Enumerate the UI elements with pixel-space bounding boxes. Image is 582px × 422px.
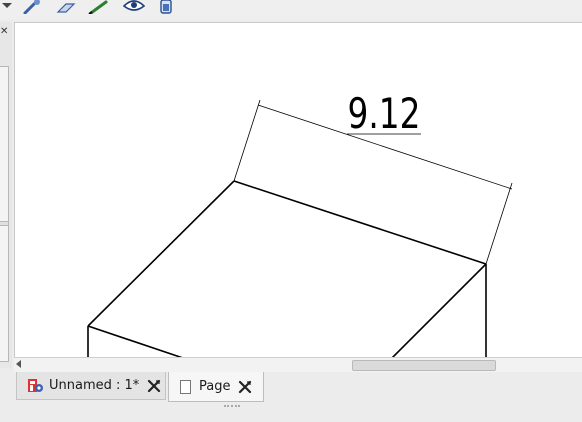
panel-close-icon[interactable]: ✕ — [0, 26, 9, 37]
box-edge-top-back — [233, 180, 487, 265]
dimension-label[interactable]: 9.12 — [348, 89, 421, 138]
eye-icon[interactable] — [122, 0, 146, 14]
scrollbar-thumb[interactable] — [352, 360, 496, 371]
close-x-icon[interactable] — [238, 380, 252, 394]
box-edge-front-slope — [391, 263, 487, 358]
techdraw-view: 9.12 — [87, 89, 513, 358]
freecad-document-icon — [28, 378, 43, 392]
left-panel — [0, 66, 9, 362]
close-x-icon[interactable] — [147, 379, 161, 393]
box-edge-left-slope — [87, 180, 235, 327]
tab-label: Unnamed : 1* — [49, 378, 140, 393]
eraser-icon[interactable] — [54, 0, 78, 14]
dimension-line — [257, 104, 513, 190]
panel-splitter[interactable] — [0, 221, 8, 226]
page-icon — [180, 379, 191, 394]
dimension-extension-right — [485, 182, 513, 265]
pencil-icon[interactable] — [88, 0, 112, 14]
scroll-left-arrow-icon[interactable] — [16, 360, 21, 368]
battery-icon[interactable] — [158, 0, 174, 14]
tab-label: Page — [199, 379, 231, 394]
brush-icon[interactable] — [22, 0, 44, 14]
resize-grip[interactable] — [224, 405, 240, 409]
tab-page[interactable]: Page — [168, 372, 264, 402]
dimension-extension-left — [233, 99, 261, 182]
document-tab-bar: Unnamed : 1* Page — [0, 372, 582, 422]
dropdown-arrow-icon[interactable] — [0, 0, 16, 14]
box-edge-front-bottom — [87, 325, 184, 358]
tab-unnamed-document[interactable]: Unnamed : 1* — [16, 372, 166, 400]
horizontal-scrollbar[interactable] — [14, 357, 582, 372]
drawing-canvas[interactable]: 9.12 — [14, 22, 582, 358]
toolbar — [0, 0, 582, 20]
